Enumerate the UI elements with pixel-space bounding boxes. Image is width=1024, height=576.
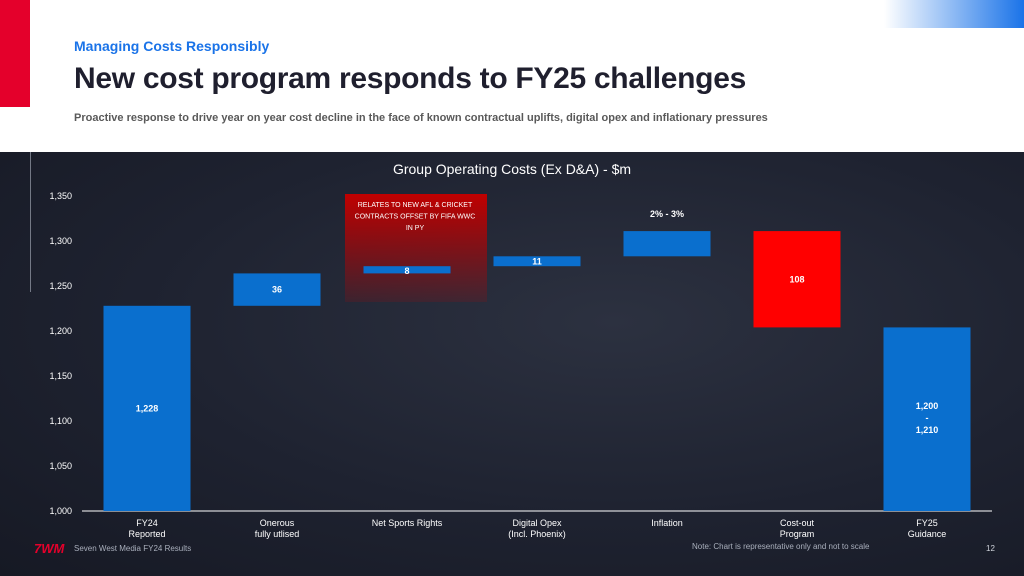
x-tick-label: Inflation: [651, 518, 683, 528]
footer-company: Seven West Media FY24 Results: [74, 544, 192, 553]
divider-line: [30, 152, 31, 292]
waterfall-bar: [623, 231, 711, 257]
page-title: New cost program responds to FY25 challe…: [74, 62, 746, 95]
section-kicker: Managing Costs Responsibly: [74, 38, 270, 54]
y-tick-label: 1,350: [49, 191, 72, 201]
y-tick-label: 1,250: [49, 281, 72, 291]
x-tick-label: Net Sports Rights: [372, 518, 443, 528]
red-accent-bar: [0, 0, 30, 107]
blue-gradient-bar: [884, 0, 1024, 28]
seven-west-media-logo: 7WM: [34, 541, 66, 555]
x-tick-label: FY24: [136, 518, 158, 528]
annotation-text: RELATES TO NEW AFL & CRICKET: [358, 202, 473, 209]
chart-title: Group Operating Costs (Ex D&A) - $m: [393, 161, 631, 177]
data-label: 11: [532, 256, 542, 266]
footer-note: Note: Chart is representative only and n…: [692, 542, 870, 551]
x-tick-label: (Incl. Phoenix): [508, 529, 566, 539]
x-tick-label: fully utlised: [255, 529, 300, 539]
x-tick-label: Cost-out: [780, 518, 815, 528]
y-tick-label: 1,050: [49, 461, 72, 471]
y-tick-label: 1,300: [49, 236, 72, 246]
y-tick-label: 1,100: [49, 416, 72, 426]
page-subtitle: Proactive response to drive year on year…: [74, 112, 768, 124]
x-tick-label: Reported: [128, 529, 165, 539]
y-tick-label: 1,000: [49, 506, 72, 516]
data-label: 1,228: [136, 403, 159, 413]
waterfall-bar: [753, 231, 841, 328]
y-tick-label: 1,150: [49, 371, 72, 381]
annotation-text: IN PY: [406, 225, 425, 232]
annotation-text: CONTRACTS OFFSET BY FIFA WWC: [355, 214, 476, 221]
x-tick-label: Digital Opex: [512, 518, 562, 528]
waterfall-bar: [363, 266, 451, 274]
x-tick-label: Onerous: [260, 518, 295, 528]
logo-text: 7WM: [34, 541, 66, 555]
waterfall-bar: [493, 256, 581, 267]
y-tick-label: 1,200: [49, 326, 72, 336]
data-label: 108: [789, 274, 804, 284]
waterfall-bar: [103, 305, 191, 511]
waterfall-bar: [883, 327, 971, 511]
data-label: 36: [272, 285, 282, 295]
page-number: 12: [986, 544, 995, 553]
data-label: 8: [404, 266, 409, 276]
waterfall-bar: [233, 273, 321, 306]
x-tick-label: FY25: [916, 518, 938, 528]
data-label: -: [926, 413, 929, 423]
x-tick-label: Guidance: [908, 529, 947, 539]
slide-header: Managing Costs Responsibly New cost prog…: [0, 0, 1024, 152]
x-tick-label: Program: [780, 529, 815, 539]
data-label: 2% - 3%: [650, 209, 684, 219]
data-label: 1,210: [916, 425, 939, 435]
data-label: 1,200: [916, 401, 939, 411]
annotation-box: [345, 194, 487, 302]
